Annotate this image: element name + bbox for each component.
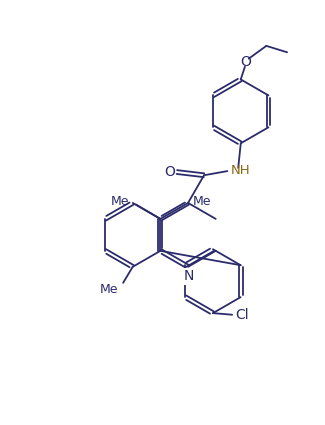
Text: Me: Me (193, 195, 211, 208)
Text: Me: Me (111, 195, 130, 208)
Text: N: N (184, 269, 194, 283)
Text: Me: Me (100, 283, 118, 296)
Text: O: O (240, 55, 251, 69)
Text: NH: NH (231, 164, 251, 177)
Text: O: O (164, 165, 175, 179)
Text: Cl: Cl (235, 308, 249, 322)
